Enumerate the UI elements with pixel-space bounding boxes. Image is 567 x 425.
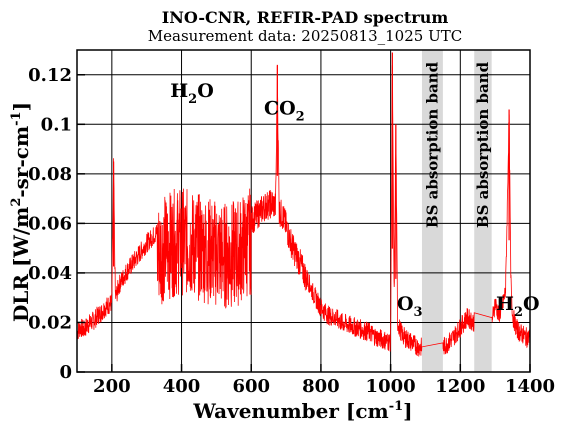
series-line-0 [76, 65, 531, 357]
band-label-1: BS absorption band [474, 61, 492, 228]
annotation-1-main: CO [264, 97, 296, 119]
annotation-2-main: O [397, 293, 414, 315]
y-axis-label-main: DLR [W/m [9, 207, 33, 322]
x-tick-label-6: 1400 [505, 376, 555, 397]
absorption-bands [421, 50, 492, 372]
y-axis-label-mid: -sr-cm [9, 126, 33, 198]
annotation-1: CO2 [264, 97, 305, 124]
grid-lines [77, 50, 530, 372]
y-tick-labels: 0 0.02 0.04 0.06 0.08 0.1 0.12 [28, 65, 72, 383]
y-tick-label-2: 0.04 [28, 263, 72, 284]
annotation-3-sub: 2 [514, 305, 523, 320]
x-tick-label-1: 400 [163, 376, 201, 397]
axis-ticks [77, 74, 531, 373]
annotation-3: H2O [496, 293, 540, 320]
annotation-1-sub: 2 [296, 109, 305, 124]
y-tick-label-3: 0.06 [28, 213, 72, 234]
y-tick-label-0: 0 [59, 362, 72, 383]
y-tick-label-4: 0.08 [28, 164, 72, 185]
annotation-2-sub: 3 [414, 305, 423, 320]
x-axis-label-main: Wavenumber [cm [192, 399, 388, 423]
series-layer [76, 52, 531, 357]
y-axis-label: DLR [W/m2-sr-cm-1] [9, 102, 33, 322]
chart-title: INO-CNR, REFIR-PAD spectrum [162, 8, 449, 27]
y-axis-label-sup1: 2 [9, 198, 24, 207]
x-tick-label-3: 800 [302, 376, 340, 397]
chart-subtitle: Measurement data: 20250813_1025 UTC [148, 27, 462, 45]
y-tick-label-6: 0.12 [28, 65, 72, 86]
y-tick-label-5: 0.1 [41, 114, 72, 135]
x-tick-label-4: 1000 [366, 376, 416, 397]
annotation-3-main: H [496, 293, 514, 315]
x-tick-labels: 200 400 600 800 1000 1200 1400 [93, 376, 555, 397]
absorption-band-0 [421, 50, 443, 372]
annotation-0-sub: 2 [188, 92, 197, 107]
annotation-2: O3 [397, 293, 423, 320]
y-tick-label-1: 0.02 [28, 312, 72, 333]
y-axis-label-end: ] [9, 102, 33, 111]
x-tick-label-0: 200 [93, 376, 131, 397]
absorption-band-1 [474, 50, 492, 372]
annotation-0: H2O [170, 80, 214, 107]
x-tick-label-2: 600 [232, 376, 270, 397]
x-axis-label-sup: -1 [389, 399, 403, 414]
x-axis-label: Wavenumber [cm-1] [192, 399, 412, 423]
annotation-3-rest: O [523, 293, 540, 315]
plot-frame [76, 49, 531, 373]
x-axis-label-end: ] [403, 399, 412, 423]
y-axis-label-sup2: -1 [9, 111, 24, 125]
annotation-0-rest: O [197, 80, 214, 102]
band-labels: BS absorption band BS absorption band [423, 61, 492, 228]
band-label-0: BS absorption band [423, 61, 441, 228]
annotation-0-main: H [170, 80, 188, 102]
x-tick-label-5: 1200 [435, 376, 485, 397]
